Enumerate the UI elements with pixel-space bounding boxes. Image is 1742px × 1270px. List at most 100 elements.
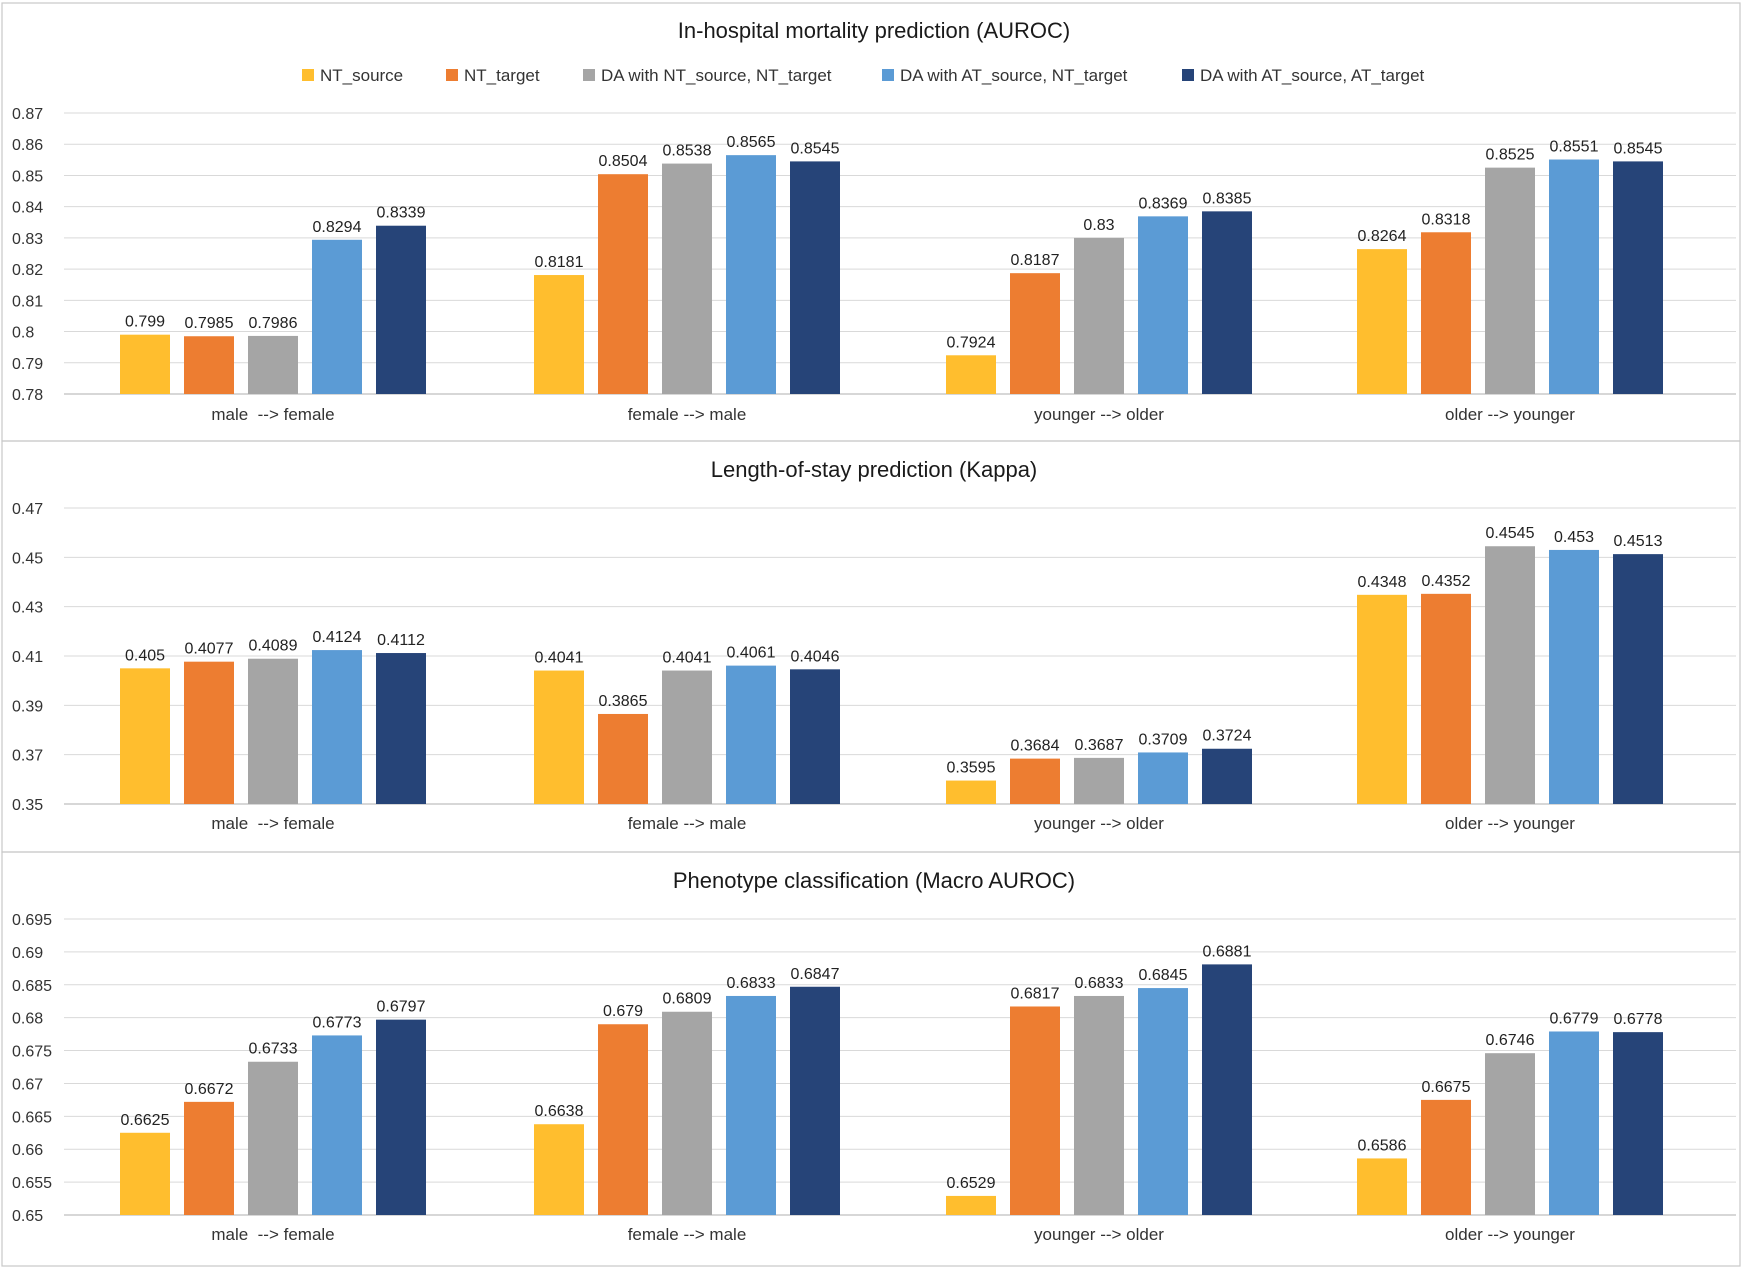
chart-2: Length-of-stay prediction (Kappa) 0.35 0.3… (1, 440, 1741, 853)
data-label: 0.6845 (1139, 967, 1188, 984)
bar-da-with-at-source-at-target-male-female (376, 1019, 426, 1215)
x-tick-label: female --> male (628, 405, 747, 424)
bar-da-with-at-source-nt-target-older-younger (1549, 159, 1599, 394)
data-label: 0.8385 (1203, 190, 1252, 207)
bar-da-with-at-source-nt-target-female-male (726, 665, 776, 804)
x-tick-label: younger --> older (1034, 814, 1164, 833)
data-label: 0.6586 (1358, 1137, 1407, 1154)
y-tick-label: 0.86 (12, 137, 43, 154)
y-tick-label: 0.43 (12, 600, 43, 617)
y-tick-label: 0.69 (12, 945, 43, 962)
data-label: 0.7986 (249, 315, 298, 332)
bars: 0.799 0.7985 0.7986 0.8294 0.8339 male --> fe… (120, 134, 1663, 424)
panel-border (1, 851, 1741, 1267)
data-label: 0.6733 (249, 1041, 298, 1058)
data-label: 0.4041 (535, 650, 584, 667)
legend-item-da-with-at-source-nt-target: DA with AT_source, NT_target (882, 66, 1128, 85)
bar-nt-target-older-younger (1421, 1099, 1471, 1215)
category-group-older-younger: 0.4348 0.4352 0.4545 0.453 0.4513 older --> y… (1357, 525, 1663, 833)
data-label: 0.4124 (313, 629, 362, 646)
data-label: 0.8538 (663, 143, 712, 160)
chart-title: Phenotype classification (Macro AUROC) (673, 868, 1075, 893)
bar-nt-source-male-female (120, 1132, 170, 1215)
bar-da-with-at-source-nt-target-male-female (312, 650, 362, 804)
bars: 0.6625 0.6672 0.6733 0.6773 0.6797 male --> f… (120, 943, 1663, 1244)
data-label: 0.8545 (791, 140, 840, 157)
data-label: 0.3724 (1203, 728, 1252, 745)
bar-nt-source-female-male (534, 670, 584, 804)
bar-da-with-at-source-nt-target-female-male (726, 995, 776, 1215)
bar-da-with-at-source-nt-target-older-younger (1549, 549, 1599, 804)
data-label: 0.8545 (1614, 140, 1663, 157)
legend-item-da-with-at-source-at-target: DA with AT_source, AT_target (1182, 66, 1425, 85)
data-label: 0.6779 (1550, 1010, 1599, 1027)
bar-da-with-at-source-nt-target-younger-older (1138, 752, 1188, 804)
category-group-older-younger: 0.6586 0.6675 0.6746 0.6779 0.6778 older --> … (1357, 1010, 1663, 1244)
data-label: 0.3865 (599, 693, 648, 710)
legend-label: NT_source (320, 66, 403, 85)
category-group-younger-older: 0.7924 0.8187 0.83 0.8369 0.8385 younger --> … (946, 190, 1252, 424)
data-label: 0.8504 (599, 153, 648, 170)
data-label: 0.405 (125, 647, 165, 664)
y-tick-label: 0.665 (12, 1109, 52, 1126)
bar-da-with-at-source-at-target-younger-older (1202, 211, 1252, 394)
data-label: 0.4061 (727, 645, 776, 662)
bar-da-with-nt-source-nt-target-younger-older (1074, 995, 1124, 1215)
legend: NT_source NT_target DA with NT_source, NT_… (302, 66, 1425, 85)
data-label: 0.6833 (1075, 975, 1124, 992)
y-tick-label: 0.78 (12, 387, 43, 404)
bar-nt-target-female-male (598, 174, 648, 394)
data-label: 0.6797 (377, 999, 426, 1016)
bar-nt-target-younger-older (1010, 1006, 1060, 1215)
legend-swatch (583, 69, 595, 81)
y-tick-label: 0.66 (12, 1142, 43, 1159)
legend-item-nt-target: NT_target (446, 66, 540, 85)
bar-da-with-nt-source-nt-target-male-female (248, 335, 298, 394)
y-tick-label: 0.87 (12, 106, 43, 123)
bar-nt-source-female-male (534, 275, 584, 394)
bar-da-with-at-source-at-target-older-younger (1613, 161, 1663, 394)
chart-title: In-hospital mortality prediction (AUROC) (678, 18, 1070, 43)
legend-swatch (302, 69, 314, 81)
category-group-female-male: 0.6638 0.679 0.6809 0.6833 0.6847 female --> … (534, 966, 840, 1244)
x-tick-label: older --> younger (1445, 1225, 1575, 1244)
bar-nt-source-older-younger (1357, 1158, 1407, 1215)
bar-da-with-at-source-at-target-younger-older (1202, 964, 1252, 1215)
category-group-male-female: 0.405 0.4077 0.4089 0.4124 0.4112 male --> fe… (120, 629, 426, 833)
y-tick-label: 0.79 (12, 356, 43, 373)
data-label: 0.8181 (535, 254, 584, 271)
y-tick-label: 0.65 (12, 1208, 43, 1225)
y-tick-label: 0.8 (12, 325, 34, 342)
data-label: 0.8565 (727, 134, 776, 151)
bar-da-with-at-source-nt-target-male-female (312, 239, 362, 394)
y-tick-label: 0.39 (12, 698, 43, 715)
y-tick-label: 0.675 (12, 1044, 52, 1061)
bar-da-with-nt-source-nt-target-male-female (248, 1061, 298, 1215)
y-tick-label: 0.685 (12, 978, 52, 995)
legend-swatch (882, 69, 894, 81)
bar-da-with-nt-source-nt-target-older-younger (1485, 1053, 1535, 1215)
bar-nt-target-female-male (598, 713, 648, 804)
data-label: 0.6809 (663, 991, 712, 1008)
bar-da-with-at-source-nt-target-male-female (312, 1035, 362, 1215)
data-label: 0.6672 (185, 1081, 234, 1098)
bar-nt-target-older-younger (1421, 232, 1471, 394)
data-label: 0.6833 (727, 975, 776, 992)
data-label: 0.6529 (947, 1175, 996, 1192)
data-label: 0.7985 (185, 315, 234, 332)
bars: 0.405 0.4077 0.4089 0.4124 0.4112 male --> fe… (120, 525, 1663, 833)
bar-da-with-at-source-at-target-female-male (790, 669, 840, 804)
y-tick-label: 0.68 (12, 1011, 43, 1028)
bar-nt-source-older-younger (1357, 594, 1407, 804)
x-tick-label: male --> female (211, 814, 334, 833)
bar-nt-target-male-female (184, 1101, 234, 1215)
data-label: 0.6847 (791, 966, 840, 983)
bar-nt-target-male-female (184, 661, 234, 804)
data-label: 0.3684 (1011, 738, 1060, 755)
bar-nt-source-younger-older (946, 355, 996, 394)
data-label: 0.8369 (1139, 195, 1188, 212)
category-group-male-female: 0.799 0.7985 0.7986 0.8294 0.8339 male --> fe… (120, 205, 426, 424)
bar-nt-source-male-female (120, 668, 170, 804)
data-label: 0.8318 (1422, 211, 1471, 228)
y-tick-label: 0.47 (12, 501, 43, 518)
